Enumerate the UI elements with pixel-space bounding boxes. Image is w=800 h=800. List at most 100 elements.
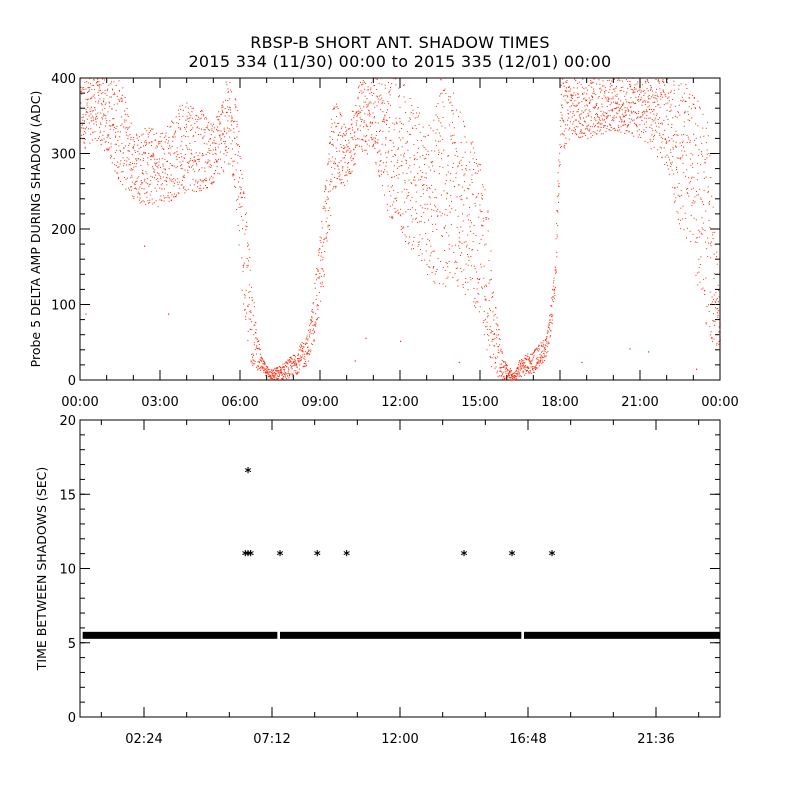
amplitude-point bbox=[237, 151, 239, 153]
amplitude-point bbox=[215, 148, 216, 150]
amplitude-point bbox=[552, 314, 554, 316]
amplitude-point bbox=[586, 104, 588, 106]
amplitude-point bbox=[552, 296, 554, 298]
amplitude-point bbox=[200, 189, 202, 191]
amplitude-point bbox=[713, 320, 715, 322]
amplitude-point bbox=[97, 78, 99, 80]
amplitude-point bbox=[620, 87, 622, 88]
amplitude-point bbox=[359, 125, 361, 127]
amplitude-point bbox=[594, 126, 596, 128]
amplitude-point bbox=[407, 141, 408, 143]
amplitude-point bbox=[113, 104, 115, 106]
amplitude-point bbox=[650, 112, 652, 114]
amplitude-point bbox=[115, 136, 116, 138]
amplitude-point bbox=[517, 367, 519, 369]
amplitude-point bbox=[386, 120, 388, 121]
amplitude-point bbox=[622, 86, 624, 88]
amplitude-point bbox=[616, 95, 618, 97]
amplitude-point bbox=[309, 354, 311, 356]
amplitude-point bbox=[635, 96, 637, 98]
amplitude-point bbox=[420, 140, 422, 142]
amplitude-point bbox=[431, 161, 433, 162]
amplitude-point bbox=[135, 158, 137, 160]
amplitude-point bbox=[315, 273, 317, 275]
amplitude-point bbox=[104, 150, 105, 152]
amplitude-point bbox=[471, 193, 473, 195]
amplitude-point bbox=[178, 157, 180, 158]
amplitude-point bbox=[556, 234, 558, 236]
amplitude-point bbox=[323, 206, 325, 208]
amplitude-point bbox=[166, 177, 167, 179]
amplitude-point bbox=[622, 103, 624, 105]
amplitude-point bbox=[705, 277, 707, 279]
amplitude-point bbox=[352, 129, 354, 131]
amplitude-point bbox=[415, 128, 417, 130]
amplitude-point bbox=[215, 153, 217, 155]
amplitude-point bbox=[672, 156, 674, 158]
amplitude-point bbox=[419, 221, 421, 223]
amplitude-point bbox=[619, 90, 621, 92]
amplitude-point bbox=[386, 123, 387, 125]
amplitude-point bbox=[212, 153, 214, 155]
amplitude-point bbox=[545, 336, 547, 338]
amplitude-point bbox=[152, 203, 154, 205]
amplitude-point bbox=[399, 208, 401, 210]
amplitude-point bbox=[277, 372, 279, 374]
amplitude-point bbox=[221, 109, 223, 111]
amplitude-point bbox=[527, 353, 529, 355]
amplitude-point bbox=[290, 364, 292, 366]
amplitude-point bbox=[645, 121, 647, 123]
amplitude-point bbox=[602, 133, 604, 135]
amplitude-point bbox=[238, 181, 239, 183]
amplitude-point bbox=[144, 178, 146, 180]
amplitude-point bbox=[521, 359, 523, 360]
amplitude-point bbox=[191, 160, 193, 161]
amplitude-point bbox=[480, 164, 482, 166]
amplitude-point bbox=[589, 99, 591, 101]
amplitude-point bbox=[132, 195, 134, 197]
amplitude-point bbox=[144, 128, 146, 129]
amplitude-point bbox=[562, 78, 564, 80]
amplitude-point bbox=[675, 115, 677, 117]
amplitude-point bbox=[646, 114, 648, 116]
amplitude-point bbox=[681, 96, 683, 98]
amplitude-point bbox=[638, 99, 640, 100]
amplitude-point bbox=[96, 124, 98, 126]
amplitude-point bbox=[128, 145, 130, 147]
x-tick-label: 02:24 bbox=[125, 732, 162, 747]
amplitude-point bbox=[374, 147, 376, 149]
amplitude-point bbox=[620, 107, 621, 109]
amplitude-point bbox=[606, 106, 608, 107]
amplitude-point bbox=[657, 79, 659, 81]
amplitude-point bbox=[435, 270, 437, 272]
amplitude-point bbox=[106, 120, 108, 122]
amplitude-point bbox=[577, 94, 579, 96]
amplitude-point bbox=[203, 142, 205, 144]
amplitude-point bbox=[656, 113, 658, 115]
amplitude-point bbox=[322, 245, 324, 247]
amplitude-point bbox=[613, 115, 615, 117]
amplitude-point bbox=[455, 148, 457, 150]
amplitude-point bbox=[213, 182, 215, 184]
amplitude-point bbox=[176, 194, 177, 196]
amplitude-point bbox=[572, 112, 574, 114]
amplitude-point bbox=[339, 135, 341, 136]
amplitude-point bbox=[192, 165, 194, 167]
amplitude-point bbox=[362, 83, 364, 85]
amplitude-point bbox=[113, 124, 114, 126]
amplitude-point bbox=[158, 174, 160, 176]
amplitude-point bbox=[110, 154, 112, 156]
amplitude-point bbox=[418, 179, 420, 181]
amplitude-point bbox=[716, 298, 718, 300]
amplitude-point bbox=[597, 122, 599, 124]
amplitude-point bbox=[381, 120, 383, 122]
amplitude-point bbox=[274, 373, 276, 375]
amplitude-point bbox=[298, 353, 300, 355]
y-tick-label: 300 bbox=[51, 148, 76, 163]
amplitude-point bbox=[566, 102, 568, 104]
amplitude-point bbox=[579, 132, 581, 134]
amplitude-point bbox=[441, 235, 443, 236]
amplitude-point bbox=[701, 233, 703, 235]
amplitude-point bbox=[624, 116, 625, 118]
amplitude-point bbox=[129, 164, 131, 166]
